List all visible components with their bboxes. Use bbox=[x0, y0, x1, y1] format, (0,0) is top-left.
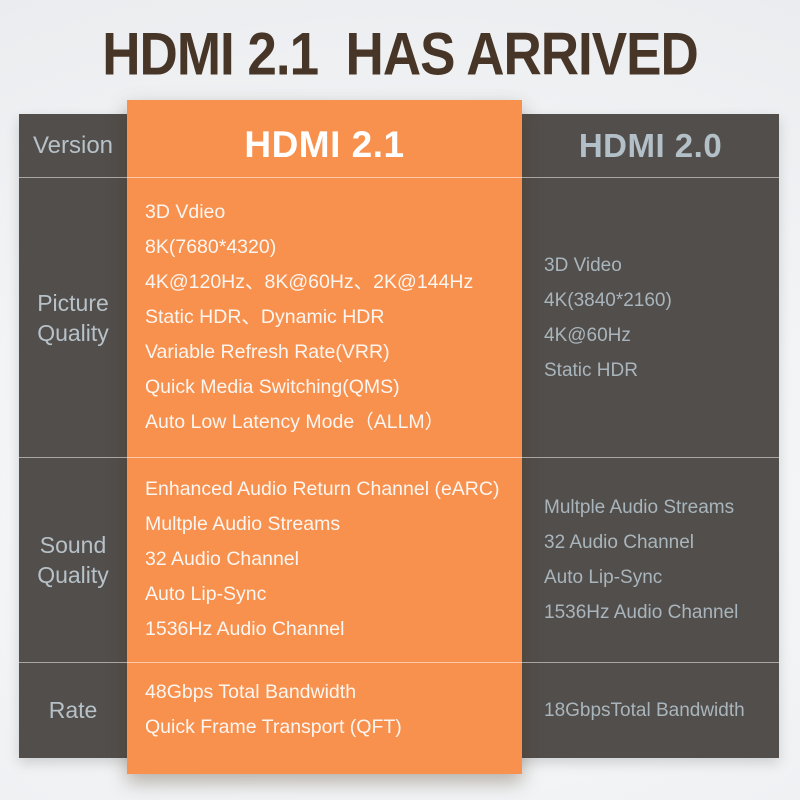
feature-line: Enhanced Audio Return Channel (eARC) bbox=[145, 478, 500, 500]
feature-line: 4K(3840*2160) bbox=[544, 289, 672, 311]
feature-line: Auto Lip-Sync bbox=[544, 566, 663, 588]
feature-line: 32 Audio Channel bbox=[145, 548, 299, 570]
feature-line: 18GbpsTotal Bandwidth bbox=[544, 699, 745, 721]
feature-line: 3D Vdieo bbox=[145, 201, 226, 223]
hdmi21-column-header: HDMI 2.1 bbox=[244, 124, 405, 165]
feature-line: Variable Refresh Rate(VRR) bbox=[145, 341, 390, 363]
feature-line: Auto Low Latency Mode（ALLM） bbox=[145, 411, 445, 433]
feature-line: 3D Video bbox=[544, 254, 622, 276]
feature-line: Static HDR bbox=[544, 359, 638, 381]
hdmi21-highlight-column bbox=[127, 100, 522, 774]
page-title: HDMI 2.1 HAS ARRIVED bbox=[102, 20, 698, 89]
hdmi20-sound-quality-features: Multple Audio Streams 32 Audio Channel Aut… bbox=[544, 457, 779, 662]
row-divider-header bbox=[19, 177, 779, 178]
feature-line: 1536Hz Audio Channel bbox=[544, 601, 739, 623]
version-row-label: Version bbox=[32, 131, 114, 159]
hdmi21-sound-quality-features: Enhanced Audio Return Channel (eARC) Mult… bbox=[145, 457, 522, 662]
feature-line: Quick Frame Transport (QFT) bbox=[145, 716, 402, 738]
row-divider-picture-sound bbox=[19, 457, 779, 458]
feature-line: 4K@60Hz bbox=[544, 324, 631, 346]
feature-line: 32 Audio Channel bbox=[544, 531, 695, 553]
hdmi21-rate-features: 48Gbps Total Bandwidth Quick Frame Transp… bbox=[145, 662, 522, 758]
feature-line: Multple Audio Streams bbox=[145, 513, 341, 535]
feature-line: Static HDR、Dynamic HDR bbox=[145, 306, 385, 328]
feature-line: 1536Hz Audio Channel bbox=[145, 618, 345, 640]
feature-line: Auto Lip-Sync bbox=[145, 583, 267, 605]
feature-line: 4K@120Hz、8K@60Hz、2K@144Hz bbox=[145, 271, 474, 293]
row-divider-sound-rate bbox=[19, 662, 779, 663]
hdmi20-rate-features: 18GbpsTotal Bandwidth bbox=[544, 662, 779, 758]
hdmi20-column-header: HDMI 2.0 bbox=[578, 126, 723, 164]
hdmi20-picture-quality-features: 3D Video 4K(3840*2160) 4K@60Hz Static HDR bbox=[544, 178, 779, 457]
feature-line: 8K(7680*4320) bbox=[145, 236, 277, 258]
hdmi21-picture-quality-features: 3D Vdieo 8K(7680*4320) 4K@120Hz、8K@60Hz、2K… bbox=[145, 178, 522, 457]
feature-line: Quick Media Switching(QMS) bbox=[145, 376, 400, 398]
rate-row-label: Rate bbox=[48, 697, 98, 723]
feature-line: 48Gbps Total Bandwidth bbox=[145, 681, 357, 703]
picture-quality-row-label: Picture Quality bbox=[37, 289, 109, 346]
feature-line: Multple Audio Streams bbox=[544, 496, 735, 518]
sound-quality-row-label: Sound Quality bbox=[37, 531, 109, 588]
